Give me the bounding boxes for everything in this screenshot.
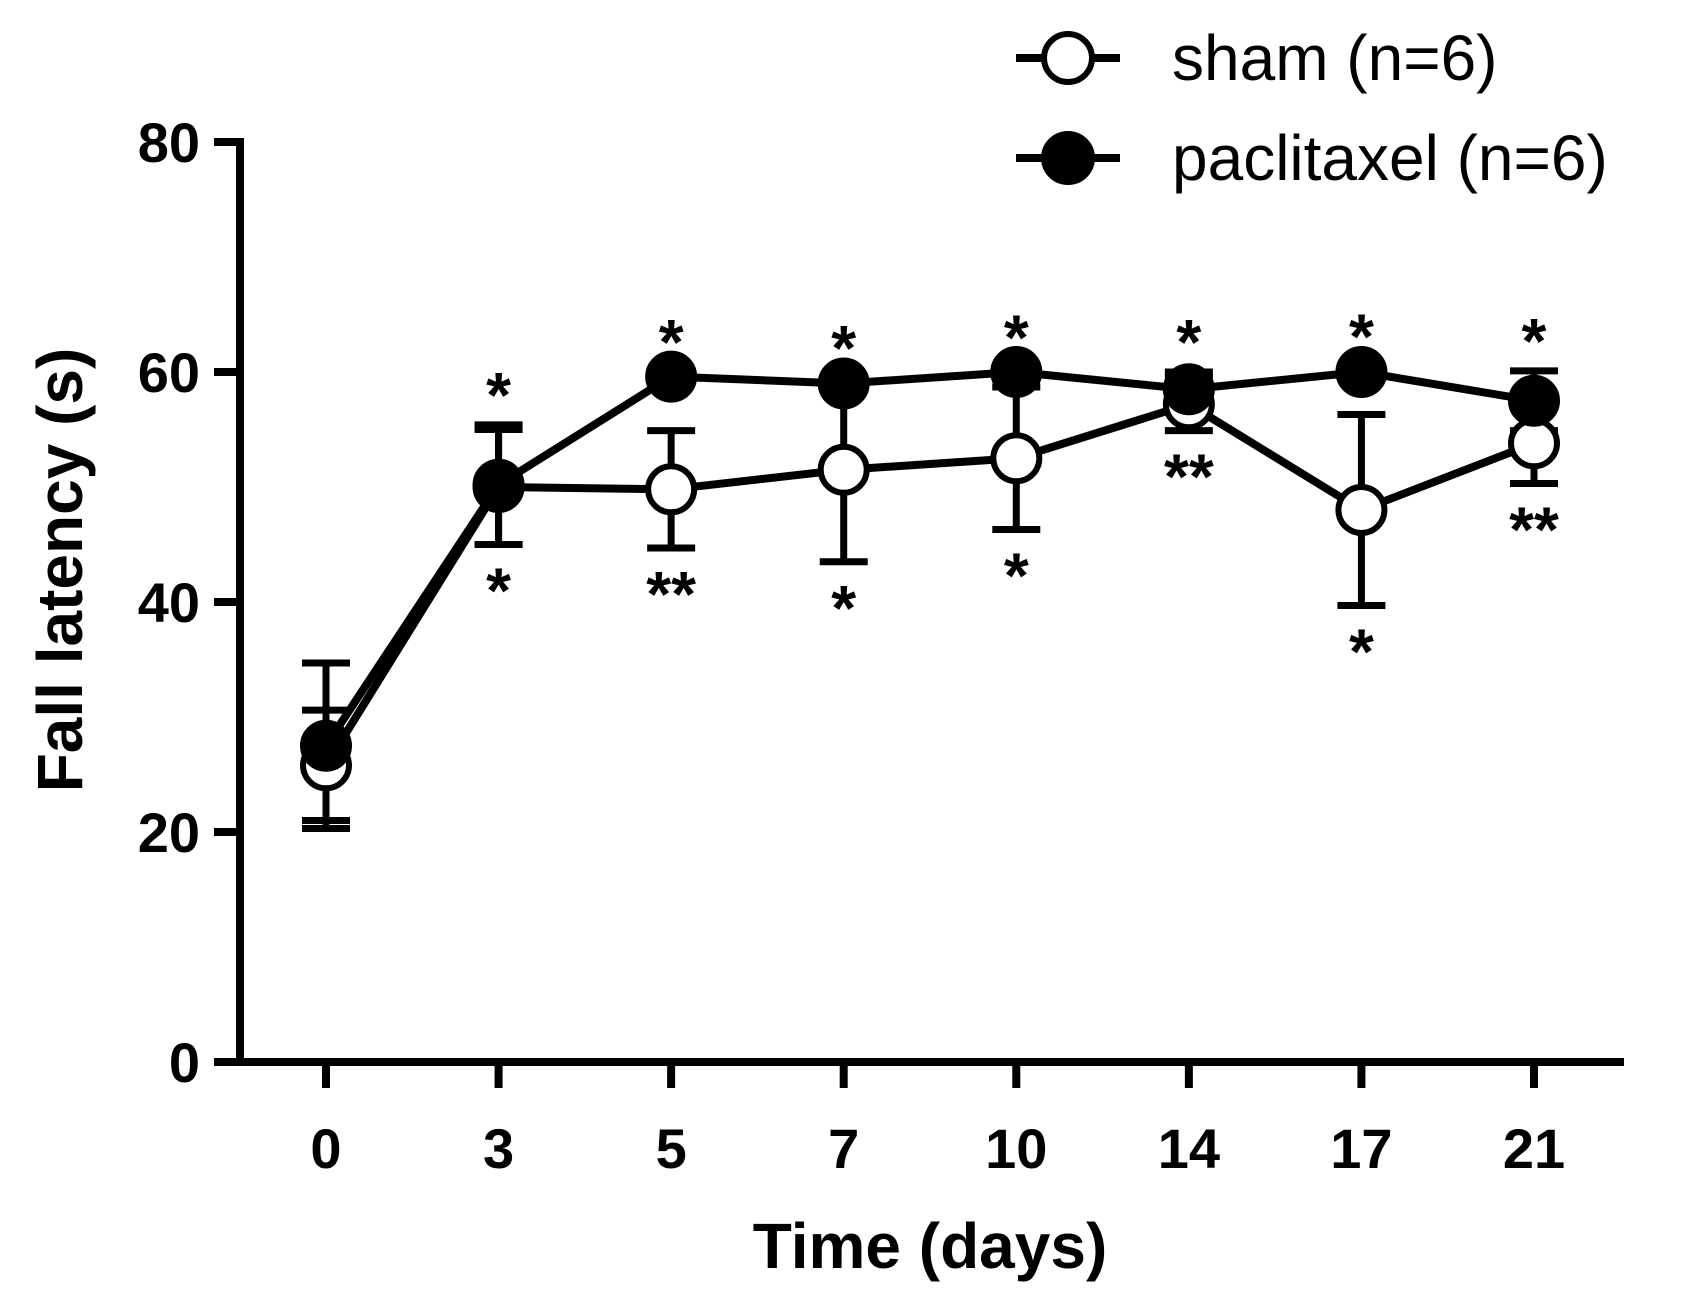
x-axis-title: Time (days) xyxy=(753,1210,1108,1282)
legend-paclitaxel-marker xyxy=(1041,131,1095,185)
x-tick-label: 5 xyxy=(656,1117,687,1180)
y-axis-title: Fall latency (s) xyxy=(24,348,96,793)
significance-labels: * ** * ******** * * * * * xyxy=(486,300,1559,687)
significance-label: ** xyxy=(1509,494,1559,566)
x-tick-label: 14 xyxy=(1158,1117,1220,1180)
sham-point xyxy=(1335,484,1388,536)
legend-sham-marker xyxy=(1041,31,1095,85)
significance-label: * xyxy=(659,306,684,378)
significance-label: * xyxy=(486,555,511,627)
sham-point xyxy=(645,463,698,516)
x-tick-label: 3 xyxy=(483,1117,514,1180)
significance-label: * xyxy=(1349,615,1374,687)
legend-label: paclitaxel (n=6) xyxy=(1172,122,1608,194)
series-line-paclitaxel xyxy=(322,368,1535,748)
significance-label: * xyxy=(1004,540,1029,612)
significance-label: * xyxy=(1349,300,1374,372)
y-tick-label: 80 xyxy=(138,111,200,174)
series-line-sham xyxy=(322,400,1536,768)
data-markers xyxy=(300,346,1560,792)
sham-point xyxy=(990,432,1043,485)
paclitaxel-point xyxy=(472,458,525,511)
x-tick-label: 10 xyxy=(985,1117,1047,1180)
y-tick-label: 40 xyxy=(138,571,200,634)
y-tick-label: 60 xyxy=(138,341,200,404)
significance-label: * xyxy=(486,359,511,431)
x-tick-label: 0 xyxy=(310,1117,341,1180)
paclitaxel-point xyxy=(300,719,352,772)
x-tick-label: 21 xyxy=(1503,1117,1565,1180)
paclitaxel-point xyxy=(817,357,870,410)
paclitaxel-point xyxy=(1335,346,1388,398)
y-tick-label: 20 xyxy=(138,801,200,864)
paclitaxel-point xyxy=(990,346,1043,398)
significance-label: ** xyxy=(646,558,696,630)
legend: sham (n=6) paclitaxel (n=6) xyxy=(1016,22,1608,194)
paclitaxel-point xyxy=(1508,374,1560,427)
significance-label: * xyxy=(1004,301,1029,373)
x-tick-label: 7 xyxy=(828,1117,859,1180)
sham-point xyxy=(1508,417,1560,470)
significance-label: ** xyxy=(1164,441,1214,513)
significance-label: * xyxy=(1176,306,1201,378)
axes: 0 20 40 60 80 0 3 5 7 10 14 17 21 Time (days) Fall lat… xyxy=(24,111,1624,1282)
significance-label: * xyxy=(831,572,856,644)
series-lines xyxy=(322,368,1536,768)
sham-point xyxy=(817,443,870,496)
y-tick-label: 0 xyxy=(169,1031,200,1094)
significance-label: * xyxy=(831,312,856,384)
paclitaxel-point xyxy=(1162,363,1215,416)
significance-label: * xyxy=(1522,305,1547,377)
paclitaxel-point xyxy=(645,350,698,403)
legend-label: sham (n=6) xyxy=(1172,22,1497,94)
x-tick-label: 17 xyxy=(1330,1117,1392,1180)
